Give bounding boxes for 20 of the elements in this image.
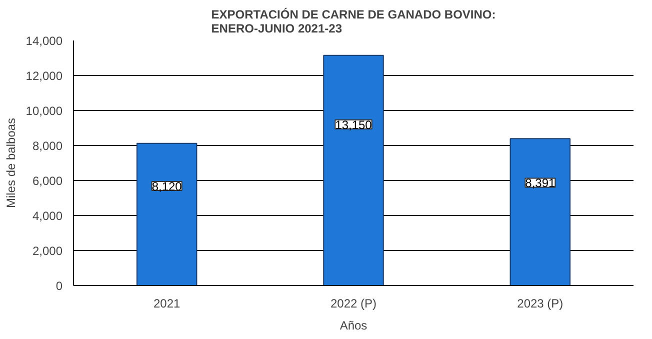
y-tick-label: 0 (56, 279, 63, 293)
x-tick-label: 2023 (P) (517, 296, 564, 310)
y-axis-title: Miles de balboas (4, 118, 18, 208)
x-axis-title: Años (340, 318, 368, 332)
data-label: 8,120 (152, 180, 182, 194)
y-tick-label: 4,000 (32, 209, 63, 223)
y-tick-label: 8,000 (32, 139, 63, 153)
y-tick-label: 6,000 (32, 174, 63, 188)
bar (323, 54, 384, 286)
y-tick-label: 10,000 (26, 104, 63, 118)
data-label: 13,150 (335, 118, 372, 132)
x-tick-label: 2022 (P) (330, 296, 377, 310)
y-tick-label: 2,000 (32, 244, 63, 258)
data-label: 8,391 (525, 176, 556, 190)
x-tick-label: 2021 (153, 296, 181, 310)
y-tick-label: 14,000 (26, 34, 63, 48)
chart-title: EXPORTACIÓN DE CARNE DE GANADO BOVINO: ENERO-JUNIO 2021-23 (211, 8, 496, 36)
bar (510, 138, 571, 286)
y-tick-label: 12,000 (26, 69, 63, 83)
bar (136, 142, 198, 286)
